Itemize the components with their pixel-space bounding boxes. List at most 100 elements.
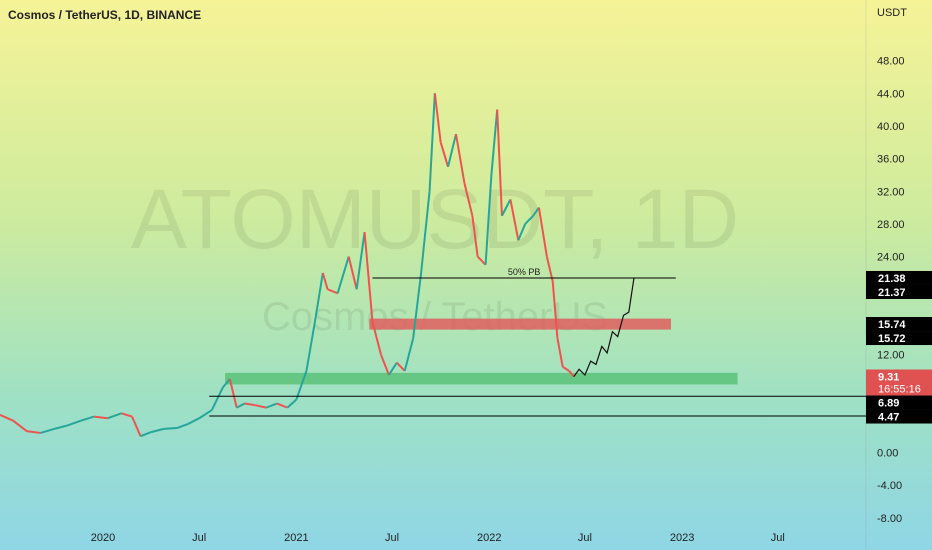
price-segment xyxy=(371,321,382,355)
price-segment xyxy=(265,402,278,409)
price-segment xyxy=(163,427,178,430)
price-badge-value: 6.89 xyxy=(878,398,899,410)
price-segment xyxy=(198,409,213,420)
price-segment xyxy=(150,427,165,434)
price-segment xyxy=(347,256,358,290)
price-segment xyxy=(12,419,28,433)
chart-title: Cosmos / TetherUS, 1D, BINANCE xyxy=(8,8,202,22)
price-segment xyxy=(428,93,436,192)
price-segment xyxy=(187,417,200,425)
price-segment xyxy=(121,412,133,418)
price-segment xyxy=(228,378,238,408)
price-segment xyxy=(447,133,457,168)
price-segment xyxy=(236,402,246,409)
price-segment xyxy=(496,109,503,216)
price-segment xyxy=(463,182,474,217)
price-badge-value: 15.74 xyxy=(878,319,906,331)
price-badge-value: 15.72 xyxy=(878,333,906,345)
y-tick-label: -8.00 xyxy=(877,513,902,525)
price-badge xyxy=(866,331,932,346)
price-segment xyxy=(476,255,487,266)
y-tick-label: 28.00 xyxy=(877,219,905,231)
y-tick-label: 44.00 xyxy=(877,88,905,100)
price-segment xyxy=(396,362,406,372)
watermark-symbol: ATOMUSDT, 1D xyxy=(131,172,739,266)
price-segment xyxy=(524,215,534,225)
price-segment xyxy=(210,386,224,411)
price-segment xyxy=(327,288,339,295)
price-segment xyxy=(380,354,390,376)
price-segment xyxy=(80,415,95,422)
line-label: 50% PB xyxy=(508,267,541,277)
price-segment xyxy=(93,415,108,420)
price-segment xyxy=(286,398,298,409)
y-tick-label: 32.00 xyxy=(877,186,905,198)
price-segment xyxy=(532,207,540,217)
price-segment xyxy=(562,365,570,372)
price-segment xyxy=(336,256,350,294)
y-tick-label: -4.00 xyxy=(877,480,902,492)
price-segment xyxy=(0,414,14,422)
price-segment xyxy=(26,430,41,434)
y-tick-label: 12.00 xyxy=(877,350,905,362)
y-tick-label: 0.00 xyxy=(877,448,898,460)
price-segment xyxy=(517,223,527,241)
price-segment xyxy=(412,272,423,339)
series-layer xyxy=(0,93,635,438)
projection-path xyxy=(573,277,635,377)
price-segment xyxy=(545,256,554,282)
price-segment xyxy=(222,378,231,388)
x-tick-label: Jul xyxy=(192,532,206,544)
price-badge-value: 21.38 xyxy=(878,273,906,285)
price-segment xyxy=(313,272,324,323)
price-segment xyxy=(403,337,415,372)
price-segment xyxy=(321,272,329,290)
price-segment xyxy=(363,232,374,322)
price-segment xyxy=(556,338,564,367)
x-tick-label: 2023 xyxy=(670,532,694,544)
price-segment xyxy=(66,419,82,427)
price-segment xyxy=(140,431,152,438)
watermark-name: Cosmos / TetherUS xyxy=(262,295,608,339)
price-segment xyxy=(439,142,450,168)
zone-rect xyxy=(369,318,672,330)
price-badge xyxy=(866,270,932,285)
x-tick-label: 2021 xyxy=(284,532,308,544)
y-tick-label: 24.00 xyxy=(877,252,905,264)
price-badge-value: 9.31 xyxy=(878,372,899,384)
price-segment xyxy=(295,370,308,400)
price-segment xyxy=(131,416,142,437)
price-segment xyxy=(276,402,288,409)
price-segment xyxy=(454,133,466,184)
price-segment xyxy=(40,427,55,434)
x-axis[interactable]: 2020 Jul 2021 Jul 2022 Jul 2023 Jul xyxy=(91,532,785,544)
zone-rect xyxy=(225,372,738,385)
y-tick-label: 40.00 xyxy=(877,121,905,133)
price-segment xyxy=(471,215,479,257)
price-badge-value: 4.47 xyxy=(878,412,899,424)
x-tick-label: Jul xyxy=(771,532,785,544)
x-tick-label: 2022 xyxy=(477,532,501,544)
price-segment xyxy=(176,423,189,429)
lines-layer: 50% PB xyxy=(209,267,866,417)
price-segment xyxy=(551,280,559,339)
price-segment xyxy=(107,412,122,420)
price-segment xyxy=(244,402,256,407)
price-segment xyxy=(433,93,442,143)
price-badge xyxy=(866,369,932,396)
x-tick-label: Jul xyxy=(385,532,399,544)
price-segment xyxy=(420,191,431,274)
price-badge xyxy=(866,395,932,410)
currency-label: USDT xyxy=(877,7,907,19)
price-badge-value: 21.37 xyxy=(878,287,906,299)
price-segment xyxy=(537,207,548,257)
price-segment xyxy=(305,321,316,372)
y-tick-label: 48.00 xyxy=(877,56,905,68)
price-segment xyxy=(490,109,499,176)
price-badge xyxy=(866,317,932,332)
price-segment xyxy=(54,424,68,430)
price-badge-countdown: 16:55:16 xyxy=(878,384,921,396)
